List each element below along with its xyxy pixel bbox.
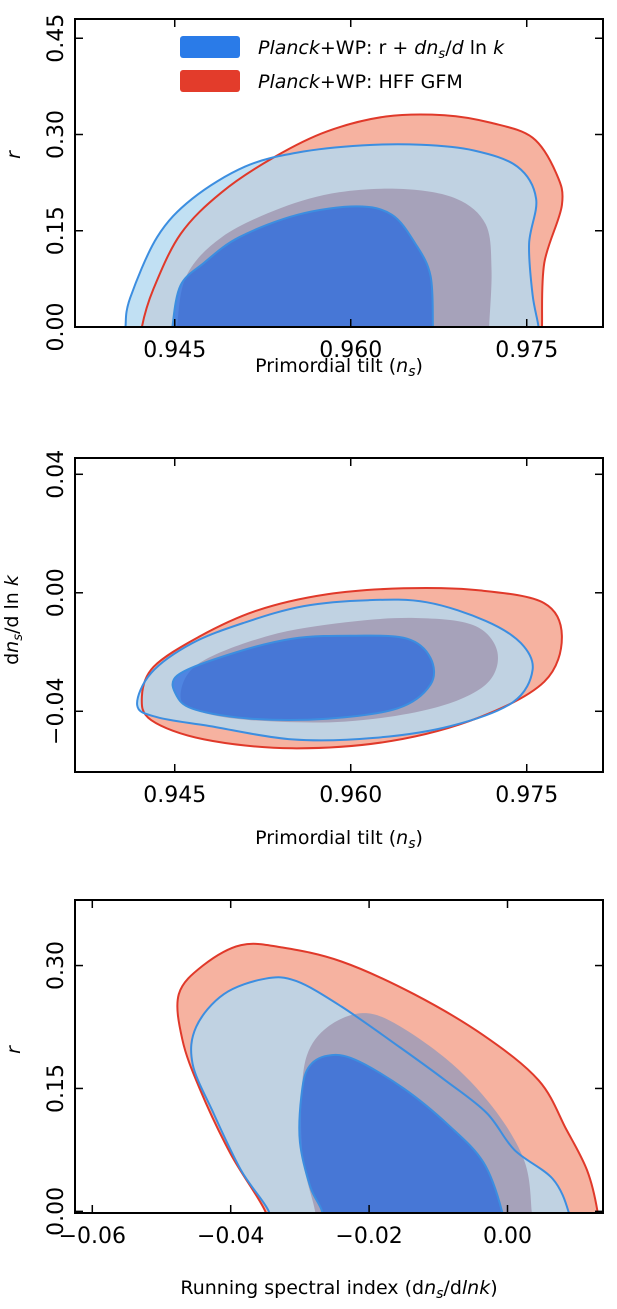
y-tick-label: 0.04 <box>44 450 69 499</box>
y-tick-label: −0.04 <box>44 678 69 745</box>
plot-frame <box>74 899 604 1214</box>
contour-fills <box>125 114 563 327</box>
blue-outer-line <box>124 143 540 327</box>
legend-label-blue: Planck+WP: r + dns/d ln k <box>258 37 505 62</box>
y-axis-label: r <box>3 150 25 159</box>
x-axis-label: Running spectral index (dns/dlnk) <box>180 1277 497 1302</box>
y-tick-label: 0.30 <box>44 941 69 990</box>
panel-r-vs-running: −0.06 −0.04 −0.02 0.00 0.00 0.15 0.30 Running … <box>3 899 604 1302</box>
x-tick-label: 0.945 <box>143 338 206 363</box>
blue-inner-line <box>298 1053 504 1213</box>
red-outer-line <box>140 587 563 750</box>
blue-inner-contour <box>172 206 433 327</box>
y-axis-label: r <box>3 1045 25 1054</box>
legend: Planck+WP: r + dns/d ln k Planck+WP: HFF… <box>180 36 505 93</box>
legend-swatch-blue <box>180 36 240 58</box>
red-outer-line <box>140 113 564 327</box>
x-tick-label: 0.975 <box>495 338 558 363</box>
y-tick-label: 0.00 <box>44 568 69 617</box>
blue-inner-line <box>171 205 434 327</box>
x-tick-label: 0.975 <box>495 783 558 808</box>
y-tick-label: 0.30 <box>44 110 69 159</box>
blue-inner-contour <box>172 635 435 720</box>
legend-swatch-red <box>180 70 240 92</box>
blue-inner-contour <box>299 1054 503 1213</box>
x-tick-label: −0.02 <box>335 1224 402 1249</box>
x-axis-label: Primordial tilt (ns) <box>255 827 423 852</box>
axis-ticks: 0.945 0.960 0.975 0.00 0.15 0.30 0.45 <box>44 14 603 363</box>
axis-ticks: 0.945 0.960 0.975 −0.04 0.00 0.04 <box>44 450 603 808</box>
y-tick-label: 0.45 <box>44 14 69 63</box>
panel-r-vs-ns: 0.945 0.960 0.975 0.00 0.15 0.30 0.45 Primordi… <box>3 14 604 380</box>
x-tick-label: 0.960 <box>319 338 382 363</box>
axis-ticks: −0.06 −0.04 −0.02 0.00 0.00 0.15 0.30 <box>44 900 603 1249</box>
x-axis-label: Primordial tilt (ns) <box>255 355 423 380</box>
blue-outer-line <box>136 598 534 742</box>
contour-lines <box>176 942 600 1213</box>
x-tick-label: 0.00 <box>483 1224 532 1249</box>
blue-inner-line <box>171 634 436 721</box>
legend-label-red: Planck+WP: HFF GFM <box>258 71 463 93</box>
panel-running-vs-ns: 0.945 0.960 0.975 −0.04 0.00 0.04 Primordial … <box>1 450 604 852</box>
x-tick-label: 0.960 <box>319 783 382 808</box>
contour-lines <box>136 587 563 750</box>
plot-frame <box>74 457 604 773</box>
contour-fills <box>137 588 562 749</box>
red-outer-line <box>176 942 600 1213</box>
contour-fills <box>177 943 599 1213</box>
y-tick-label: 0.15 <box>44 1064 69 1113</box>
x-tick-label: 0.945 <box>143 783 206 808</box>
blue-outer-line <box>190 976 571 1213</box>
y-axis-label: dns/d ln k <box>1 574 26 665</box>
x-tick-label: −0.04 <box>197 1224 264 1249</box>
y-tick-label: 0.00 <box>44 1187 69 1236</box>
plot-frame <box>74 18 604 328</box>
contour-lines <box>124 113 564 327</box>
y-tick-label: 0.00 <box>44 303 69 352</box>
x-tick-label: −0.06 <box>59 1224 126 1249</box>
y-tick-label: 0.15 <box>44 206 69 255</box>
